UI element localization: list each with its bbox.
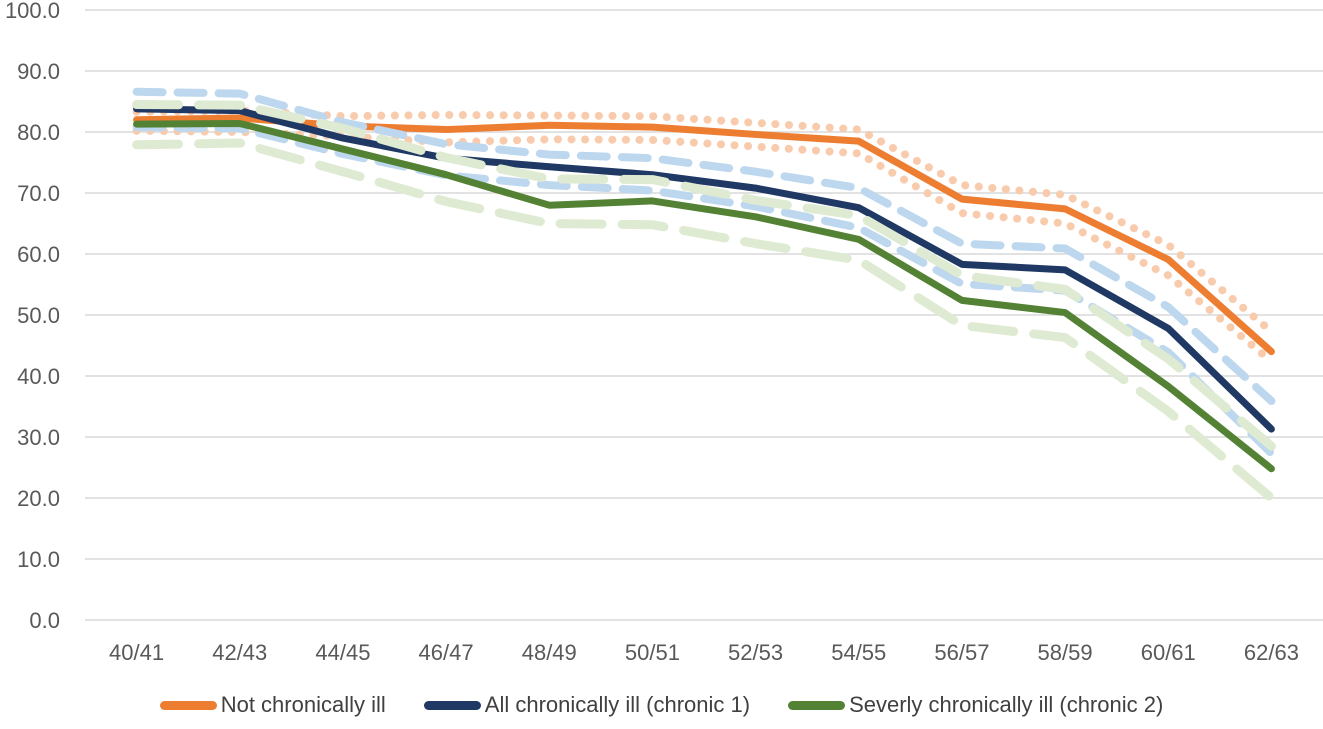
legend-item-severly-chronically-ill: Severly chronically ill (chronic 2) [788,692,1163,718]
x-axis-tick-label: 46/47 [419,640,474,665]
x-axis-tick-label: 48/49 [522,640,577,665]
y-axis-tick-label: 100.0 [5,0,60,23]
legend-label-all-chronically-ill: All chronically ill (chronic 1) [484,692,751,717]
x-axis-tick-label: 60/61 [1141,640,1196,665]
x-axis-tick-label: 50/51 [625,640,680,665]
y-axis-tick-label: 20.0 [17,486,60,511]
x-axis-tick-label: 42/43 [212,640,267,665]
legend-swatch-orange [159,700,217,710]
y-axis-tick-label: 70.0 [17,181,60,206]
series-line-all-chronically-ill-chronic-1 [133,105,1275,433]
legend-item-not-chronically-ill: Not chronically ill [159,692,386,718]
legend-swatch-navy [423,700,481,710]
y-axis-tick-label: 90.0 [17,59,60,84]
y-axis-tick-label: 80.0 [17,120,60,145]
legend-label-severly-chronically-ill: Severly chronically ill (chronic 2) [849,692,1164,717]
x-axis-tick-label: 56/57 [934,640,989,665]
y-axis-tick-label: 0.0 [29,608,60,633]
y-axis-tick-label: 50.0 [17,303,60,328]
x-axis-tick-label: 54/55 [831,640,886,665]
legend-swatch-green [788,700,846,710]
x-axis-tick-label: 62/63 [1244,640,1299,665]
legend-label-not-chronically-ill: Not chronically ill [220,692,386,717]
ci-lower-line-severly-chronically-ill-chronic-2 [132,138,1276,503]
y-axis-tick-label: 40.0 [17,364,60,389]
y-axis-tick-label: 30.0 [17,425,60,450]
ci-lower-line-all-chronically-ill-chronic-1 [132,123,1276,458]
y-axis-tick-label: 10.0 [17,547,60,572]
ci-upper-line-severly-chronically-ill-chronic-2 [132,100,1276,451]
x-axis-tick-label: 58/59 [1038,640,1093,665]
chart-legend: Not chronically ill All chronically ill … [0,692,1323,718]
y-axis-tick-label: 60.0 [17,242,60,267]
x-axis-tick-label: 40/41 [109,640,164,665]
legend-item-all-chronically-ill: All chronically ill (chronic 1) [423,692,751,718]
series-line-severly-chronically-ill-chronic-2 [133,119,1275,473]
line-chart: 0.0 10.0 20.0 30.0 40.0 50.0 60.0 70.0 80.0 90.0 1… [5,0,1323,665]
x-axis-tick-label: 52/53 [728,640,783,665]
ci-upper-line-all-chronically-ill-chronic-1 [132,87,1276,406]
x-axis-tick-label: 44/45 [315,640,370,665]
